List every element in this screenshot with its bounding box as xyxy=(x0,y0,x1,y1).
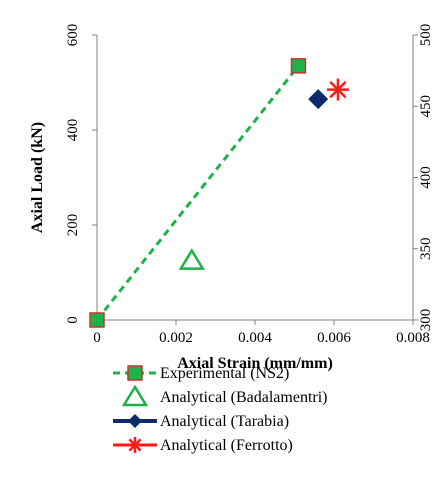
legend-label: Analytical (Ferrotto) xyxy=(160,437,293,454)
x-tick-label: 0.004 xyxy=(238,330,272,346)
legend-marker xyxy=(121,384,149,407)
y-left-tick-label: 200 xyxy=(65,214,81,237)
legend-marker xyxy=(127,365,143,381)
axes: 0 0.002 0.004 0.006 0.008 0 200 400 600 300 350 400… xyxy=(29,24,434,372)
legend-marker xyxy=(127,437,143,453)
y-right-tick-label: 450 xyxy=(418,95,434,118)
y-axis-title: Axial Load (kN) xyxy=(29,122,46,233)
plot-marks xyxy=(89,58,349,328)
legend-marker xyxy=(128,414,142,428)
data-point-analytical-ferrotto xyxy=(326,78,349,101)
legend: Experimental (NS2) Analytical (Badalament… xyxy=(113,365,327,454)
series-line-experimental-ns2 xyxy=(95,64,300,321)
data-point-experimental-ns2 xyxy=(290,58,307,74)
x-tick-label: 0.008 xyxy=(396,330,430,346)
legend-entry-analytical-ferrotto: Analytical (Ferrotto) xyxy=(113,437,293,454)
x-tick-label: 0.006 xyxy=(317,330,351,346)
data-point-experimental-ns2 xyxy=(89,312,105,328)
y-left-tick-label: 400 xyxy=(65,119,81,142)
y-left-tick-label: 600 xyxy=(65,24,81,47)
y-right-tick-label: 350 xyxy=(418,238,434,261)
x-axis-title: Axial Strain (mm/mm) xyxy=(177,355,333,372)
y-right-tick-label: 300 xyxy=(418,309,434,332)
legend-entry-experimental-ns2: Experimental (NS2) xyxy=(113,365,289,382)
legend-label: Analytical (Badalamentri) xyxy=(160,389,327,406)
data-point-analytical-badalamentri xyxy=(178,248,206,270)
y-right-tick-label: 500 xyxy=(418,24,434,47)
y-left-tick-label: 0 xyxy=(65,316,81,324)
legend-label: Experimental (NS2) xyxy=(160,365,289,382)
legend-entry-analytical-badalamentri: Analytical (Badalamentri) xyxy=(121,384,327,407)
legend-entry-analytical-tarabia: Analytical (Tarabia) xyxy=(113,413,289,430)
legend-label: Analytical (Tarabia) xyxy=(160,413,289,430)
x-tick-label: 0 xyxy=(93,330,101,346)
x-tick-label: 0.002 xyxy=(159,330,193,346)
data-point-analytical-tarabia xyxy=(308,89,329,110)
y-right-tick-label: 400 xyxy=(418,166,434,189)
